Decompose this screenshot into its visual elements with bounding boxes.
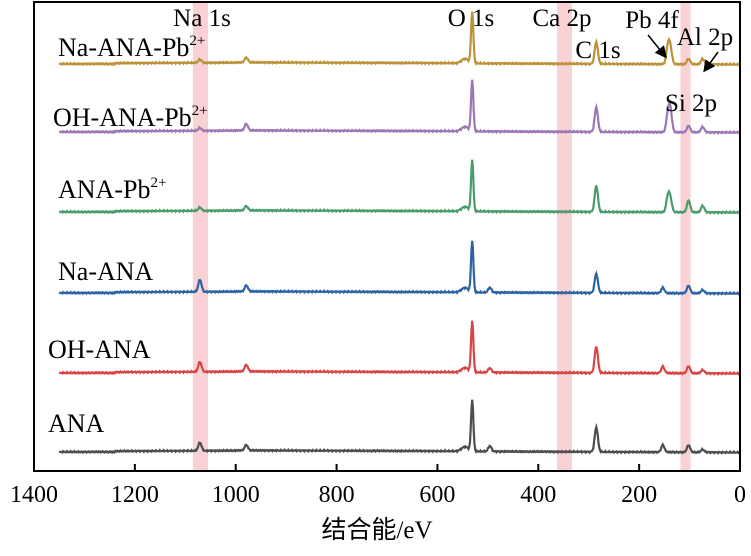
series-line-2	[58, 159, 741, 215]
x-tick-label-2: 1000	[212, 482, 260, 508]
pb-4f-arrow	[647, 34, 667, 59]
plot-border	[33, 1, 741, 472]
peak-label-6: Si 2p	[665, 90, 717, 117]
peak-label-5: Al 2p	[677, 24, 733, 51]
series-line-0	[58, 11, 741, 67]
series-label-0: Na-ANA-Pb2+	[58, 33, 205, 62]
peak-label-4: Pb 4f	[625, 7, 679, 34]
peak-label-1: O 1s	[448, 5, 495, 32]
x-tick-label-1: 1200	[111, 482, 159, 508]
x-tick-label-6: 200	[621, 482, 657, 508]
series-line-3	[58, 240, 741, 296]
series-labels: Na-ANA-Pb2+ OH-ANA-Pb2+ ANA-Pb2+ Na-ANA OH-A…	[48, 33, 208, 438]
series-label-5: ANA	[48, 409, 105, 438]
peak-label-0: Na 1s	[173, 5, 231, 32]
x-tick-label-7: 0	[734, 482, 746, 508]
x-tick-label-5: 400	[520, 482, 556, 508]
al-2p-arrow	[703, 51, 719, 73]
highlight-band-0	[192, 2, 208, 471]
highlight-bands	[192, 2, 691, 471]
x-axis-title: 结合能/eV	[321, 516, 432, 544]
series-line-5	[58, 399, 741, 455]
series-label-1: OH-ANA-Pb2+	[53, 103, 208, 132]
peak-label-3: C 1s	[575, 37, 620, 64]
x-tick-label-3: 800	[319, 482, 355, 508]
series-label-4: OH-ANA	[48, 335, 151, 364]
highlight-band-2	[680, 2, 691, 471]
highlight-band-1	[556, 2, 573, 471]
x-tick-label-4: 600	[419, 482, 455, 508]
series-label-2: ANA-Pb2+	[58, 175, 166, 204]
plot-frame	[33, 1, 741, 472]
x-axis-ticks: 1400 1200 1000 800 600 400 200 0	[10, 464, 746, 508]
series-line-1	[58, 79, 741, 135]
spectra-series	[58, 11, 741, 455]
x-tick-label-0: 1400	[10, 482, 58, 508]
series-line-4	[58, 320, 741, 376]
peak-label-2: Ca 2p	[532, 5, 591, 32]
series-label-3: Na-ANA	[58, 257, 154, 286]
